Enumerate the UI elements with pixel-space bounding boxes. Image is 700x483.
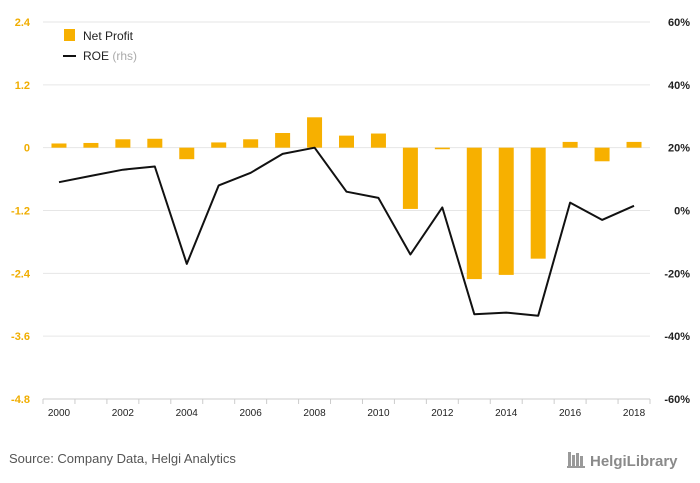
net-profit-bars	[51, 117, 642, 280]
x-tick-label: 2000	[48, 408, 71, 419]
y-right-tick-label: 20%	[668, 143, 690, 155]
x-tick-label: 2014	[495, 408, 518, 419]
x-tick-label: 2002	[112, 408, 135, 419]
x-tick-label: 2004	[176, 408, 199, 419]
net-profit-bar	[51, 143, 67, 148]
y-left-tick-label: -4.8	[11, 394, 30, 406]
x-tick-label: 2010	[367, 408, 390, 419]
roe-line-layer	[58, 146, 635, 317]
net-profit-bar	[243, 139, 259, 148]
net-profit-bar	[275, 133, 291, 148]
x-tick-label: 2018	[623, 408, 646, 419]
net-profit-bar	[498, 147, 514, 275]
y-left-tick-label: 0	[24, 143, 30, 155]
net-profit-bar	[115, 139, 131, 148]
y-left-tick-label: -2.4	[11, 268, 31, 280]
x-tick-label: 2006	[240, 408, 263, 419]
source-note: Source: Company Data, Helgi Analytics	[9, 451, 236, 466]
y-left-tick-label: -3.6	[11, 331, 30, 343]
legend: Net Profit ROE (rhs)	[63, 29, 137, 63]
net-profit-bar	[562, 141, 578, 148]
library-icon-bar	[568, 452, 571, 466]
y-right-tick-label: 60%	[668, 17, 690, 29]
y-right-tick-label: 40%	[668, 80, 690, 92]
y-right-tick-label: -60%	[664, 394, 690, 406]
axes: 2.4 60% 1.2 40% 0 20% -1.2 0% -2.4 -20% -3.6 -40% -4…	[11, 17, 690, 419]
net-profit-bar	[211, 142, 227, 148]
legend-label-roe-suffix: (rhs)	[112, 49, 137, 63]
brand-name: HelgiLibrary	[590, 453, 678, 470]
net-profit-bar	[370, 133, 386, 148]
roe-line	[58, 146, 635, 317]
net-profit-bar	[402, 147, 418, 209]
net-profit-bar	[307, 117, 323, 148]
net-profit-bar	[434, 147, 450, 150]
grid	[43, 21, 650, 400]
x-tick-label: 2016	[559, 408, 582, 419]
y-left-tick-label: -1.2	[11, 206, 30, 218]
legend-label-roe-name: ROE	[83, 49, 109, 63]
legend-label-roe: ROE (rhs)	[83, 49, 137, 63]
x-tick-label: 2008	[303, 408, 326, 419]
legend-swatch-net-profit	[64, 29, 75, 41]
x-tick-label: 2012	[431, 408, 454, 419]
net-profit-bar	[147, 138, 163, 148]
y-right-tick-label: 0%	[674, 206, 690, 218]
net-profit-bar	[466, 147, 482, 280]
net-profit-bar	[179, 147, 195, 160]
library-icon	[567, 452, 585, 468]
net-profit-bar	[594, 147, 610, 162]
y-left-tick-label: 2.4	[15, 17, 31, 29]
net-profit-bar	[626, 141, 642, 148]
y-right-tick-label: -40%	[664, 331, 690, 343]
library-icon-base	[567, 466, 585, 468]
y-left-tick-label: 1.2	[15, 80, 30, 92]
y-right-tick-label: -20%	[664, 268, 690, 280]
legend-label-net-profit: Net Profit	[83, 29, 134, 43]
brand-logo: HelgiLibrary	[567, 452, 678, 470]
library-icon-bar	[576, 453, 579, 466]
net-profit-bar	[530, 147, 546, 259]
library-icon-bar	[572, 455, 575, 466]
library-icon-bar	[580, 456, 583, 466]
net-profit-bar	[339, 135, 354, 148]
net-profit-bar	[83, 142, 99, 148]
